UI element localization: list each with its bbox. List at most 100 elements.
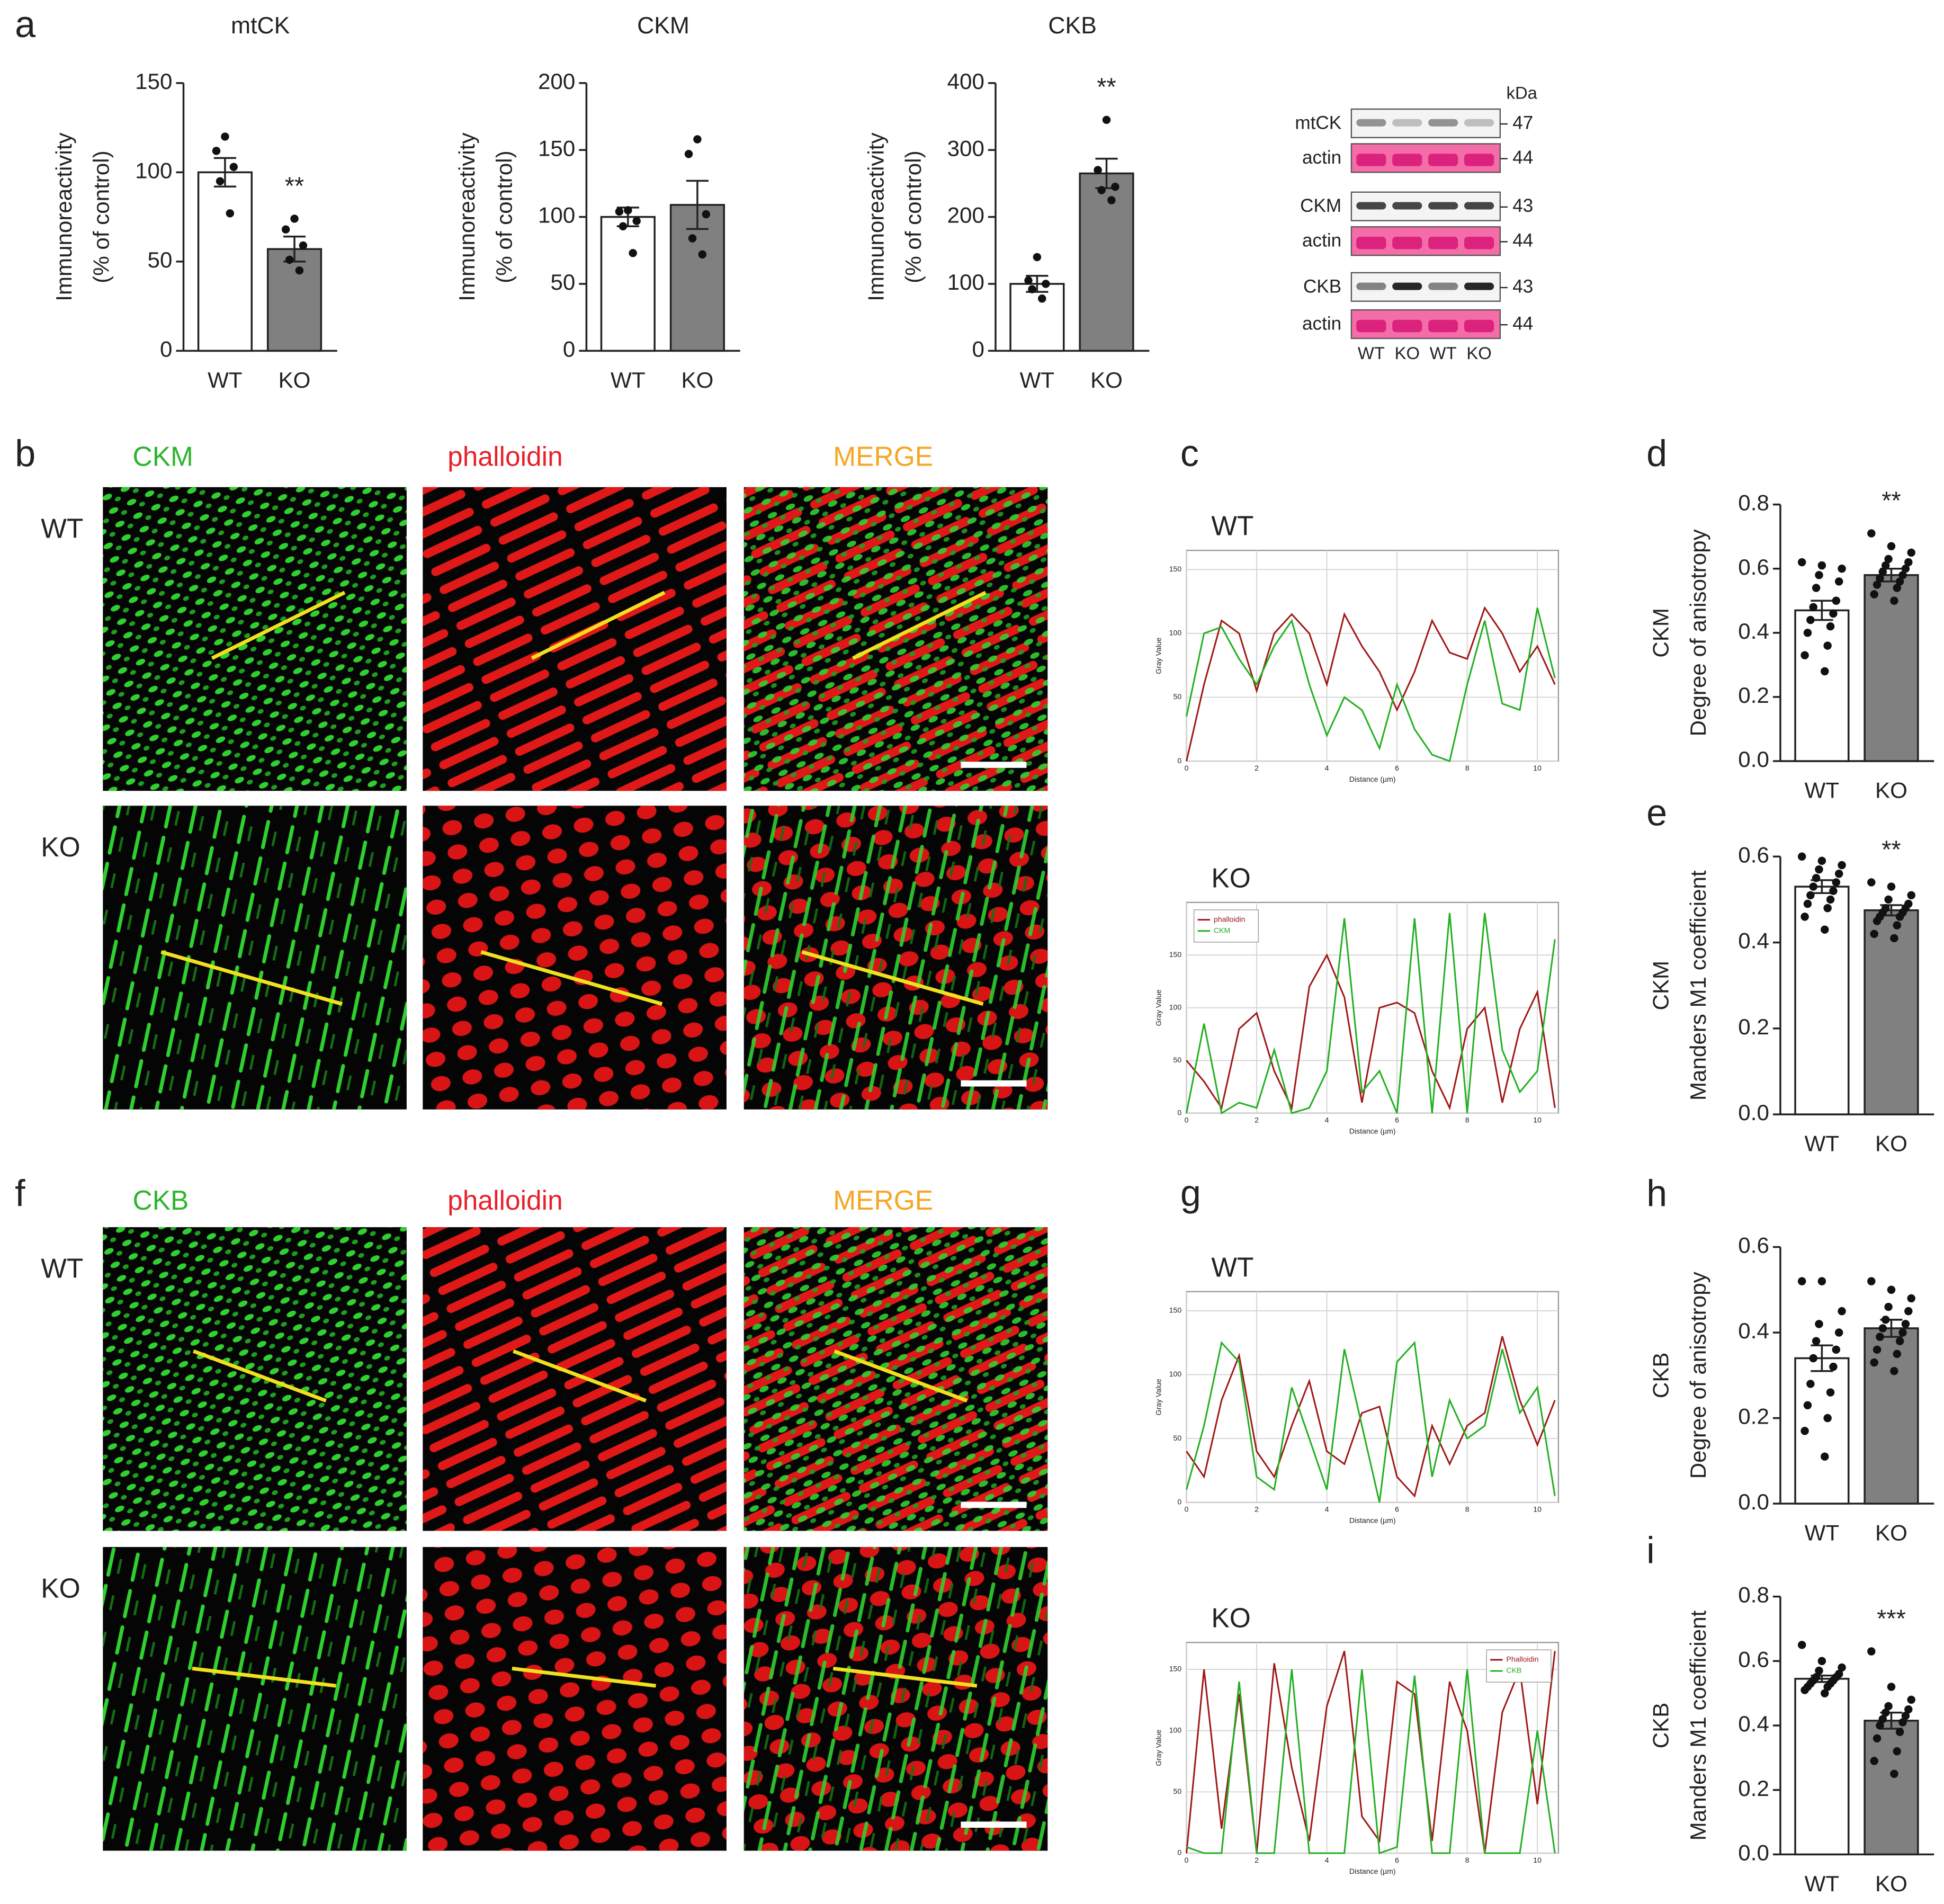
profile-series: [1186, 1336, 1556, 1498]
data-point: [1094, 166, 1102, 174]
data-point: [221, 132, 229, 141]
x-tick-label: 2: [1255, 764, 1259, 772]
data-point: [1870, 590, 1878, 598]
blot-band: [1428, 319, 1458, 333]
profile-line: [192, 1666, 336, 1688]
data-point: [698, 250, 707, 259]
data-point: [1890, 934, 1898, 943]
blot-band: [1392, 319, 1422, 333]
profile-line: [852, 591, 987, 660]
data-point: [1826, 1388, 1835, 1397]
data-point: [1878, 1324, 1887, 1333]
y-tick-label: 0.6: [1738, 555, 1769, 579]
data-point: [629, 249, 637, 257]
y-axis-label: (% of control): [88, 150, 113, 283]
y-tick-label: 50: [1173, 1056, 1182, 1064]
y-axis-label: CKB: [1649, 1352, 1673, 1398]
data-point: [1887, 1285, 1896, 1294]
y-tick-label: 0.2: [1738, 683, 1769, 708]
significance: **: [1097, 73, 1116, 101]
row-label: WT: [41, 1253, 83, 1284]
data-point: [1800, 651, 1809, 659]
profile-line: [211, 591, 346, 660]
data-point: [1876, 1721, 1884, 1730]
micrograph-green: [103, 806, 407, 1110]
data-point: [1893, 1747, 1901, 1756]
y-axis-label: Gray Value: [1154, 989, 1163, 1026]
x-tick-label: WT: [208, 368, 243, 392]
x-tick-label: WT: [611, 368, 646, 392]
y-tick-label: 50: [1173, 1434, 1182, 1442]
y-axis-label: CKM: [1649, 608, 1673, 658]
data-point: [229, 163, 238, 171]
data-point: [1024, 276, 1033, 285]
data-point: [1876, 1333, 1884, 1341]
data-point: [1815, 571, 1823, 579]
data-point: [1821, 1689, 1829, 1697]
data-point: [1867, 1277, 1876, 1285]
data-point: [1821, 1452, 1829, 1461]
data-point: [216, 177, 225, 185]
data-point: [1901, 1320, 1910, 1328]
error-bar: [686, 180, 709, 230]
data-point: [1884, 555, 1893, 564]
data-point: [1817, 856, 1826, 865]
bar: [1009, 283, 1065, 352]
data-point: [1907, 1294, 1915, 1303]
x-tick-label: 8: [1465, 1116, 1470, 1124]
x-tick-label: 0: [1185, 1505, 1189, 1513]
y-tick-label: 100: [1169, 1370, 1182, 1378]
panel-letter: e: [1646, 792, 1667, 834]
blot-band: [1464, 237, 1494, 249]
micrograph-red: [423, 806, 727, 1110]
y-axis-label: Immunoreactivity: [864, 132, 889, 301]
profile-series: [1186, 953, 1556, 1111]
y-tick-label: 0.0: [1738, 1840, 1769, 1865]
data-point: [1817, 1657, 1826, 1665]
bar: [1864, 1327, 1919, 1505]
profile-line: [832, 1666, 978, 1688]
y-tick-label: 0: [972, 336, 984, 361]
data-point: [1890, 1366, 1898, 1375]
blot-unit: kDa: [1507, 83, 1538, 103]
data-point: [299, 241, 308, 250]
x-tick-label: 4: [1325, 1856, 1329, 1864]
data-point: [688, 234, 697, 243]
data-point: [619, 222, 628, 231]
blot-band: [1392, 282, 1422, 290]
data-point: [1097, 186, 1106, 194]
legend-label: phalloidin: [1214, 915, 1245, 923]
legend-box: [1193, 909, 1259, 943]
y-tick-label: 0: [563, 336, 575, 361]
profile-series: [1186, 607, 1556, 763]
blot-band: [1464, 282, 1494, 290]
y-tick-label: 0: [160, 336, 172, 361]
x-tick-label: 4: [1325, 764, 1329, 772]
y-axis-label: Immunoreactivity: [51, 132, 76, 301]
data-point: [1821, 925, 1829, 934]
significance: **: [1882, 487, 1901, 514]
data-point: [1907, 1695, 1915, 1704]
x-tick-label: 8: [1465, 1856, 1470, 1864]
profile-line: [512, 1666, 656, 1688]
y-tick-label: 0.0: [1738, 747, 1769, 772]
error-bar: [1811, 1344, 1833, 1372]
y-axis-label: (% of control): [491, 150, 516, 283]
y-tick-label: 0.0: [1738, 1489, 1769, 1514]
blot-label: CKM: [1300, 195, 1341, 216]
data-point: [1797, 852, 1806, 861]
data-point: [226, 209, 235, 218]
x-tick-label: WT: [1805, 1871, 1840, 1896]
data-point: [1834, 1328, 1843, 1337]
y-tick-label: 150: [1169, 565, 1182, 573]
y-axis-label: Immunoreactivity: [454, 132, 479, 301]
bar: [266, 248, 322, 352]
data-point: [1832, 878, 1841, 887]
channel-label: MERGE: [833, 1185, 933, 1215]
data-point: [1102, 115, 1111, 124]
data-point: [1901, 564, 1910, 573]
x-axis-label: Distance (µm): [1349, 1127, 1396, 1136]
y-tick-label: 150: [1169, 1665, 1182, 1673]
x-tick-label: WT: [1805, 1521, 1840, 1545]
